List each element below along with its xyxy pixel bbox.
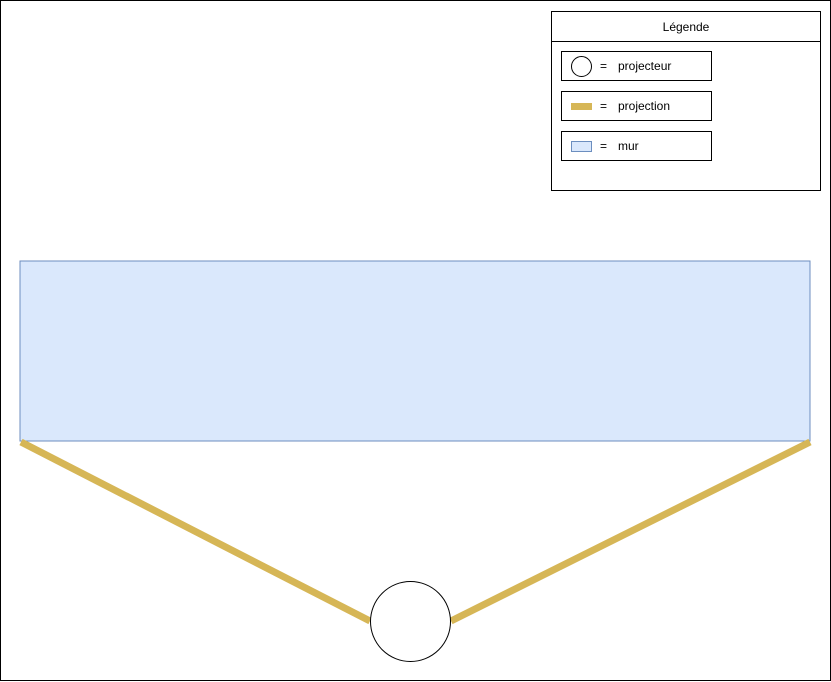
legend-item-label: projection (618, 99, 671, 113)
rectangle-icon (571, 141, 592, 152)
legend-equals: = (600, 99, 608, 113)
legend: Légende = projecteur = projection = mur (551, 11, 821, 191)
legend-equals: = (600, 59, 608, 73)
projector-circle (370, 581, 451, 662)
projection-beam-right (449, 438, 812, 625)
projection-beam-left (19, 438, 372, 625)
legend-title: Légende (552, 12, 820, 42)
legend-equals: = (600, 139, 608, 153)
legend-item-label: mur (618, 139, 639, 153)
circle-icon (571, 56, 592, 77)
legend-item-mur: = mur (561, 131, 712, 161)
legend-item-projecteur: = projecteur (561, 51, 712, 81)
legend-item-projection: = projection (561, 91, 712, 121)
wall-rect (19, 260, 811, 442)
bar-icon (571, 103, 592, 110)
legend-item-label: projecteur (618, 59, 672, 73)
